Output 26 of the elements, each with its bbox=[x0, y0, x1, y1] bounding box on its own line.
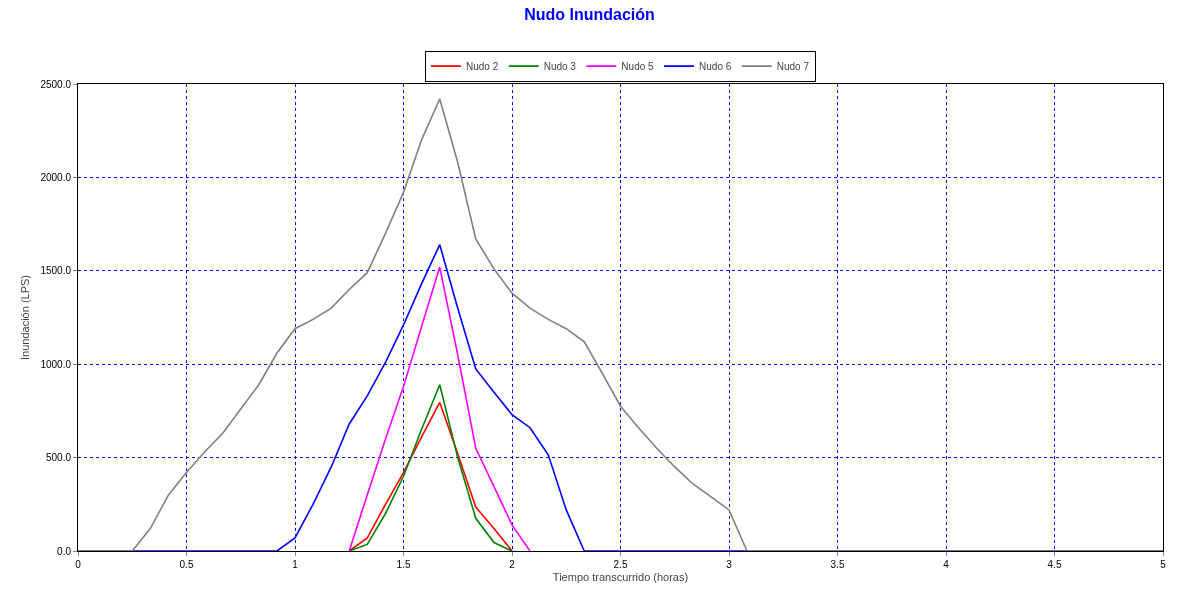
legend-label: Nudo 6 bbox=[699, 61, 732, 73]
x-tick-label: 2 bbox=[509, 559, 516, 570]
y-axis-title: Inundación (LPS) bbox=[19, 275, 32, 360]
y-tick-label: 2500.0 bbox=[40, 78, 72, 90]
legend-label: Nudo 7 bbox=[776, 61, 810, 73]
y-tick-label: 0.0 bbox=[57, 545, 72, 557]
legend-label: Nudo 3 bbox=[543, 61, 577, 73]
x-tick-label: 0.5 bbox=[179, 559, 194, 570]
x-tick-label: 5 bbox=[1160, 559, 1167, 570]
x-tick-label: 4 bbox=[943, 559, 950, 570]
x-tick-label: 3.5 bbox=[830, 559, 845, 570]
line-series bbox=[348, 266, 531, 551]
x-tick-label: 1.5 bbox=[396, 559, 411, 570]
y-tick-label: 1500.0 bbox=[40, 265, 72, 277]
y-tick-label: 1000.0 bbox=[40, 358, 72, 370]
x-tick-label: 4.5 bbox=[1047, 559, 1062, 570]
chart-title: Nudo Inundación bbox=[524, 6, 655, 24]
x-tick-label: 0 bbox=[75, 559, 82, 570]
x-tick-label: 1 bbox=[292, 559, 299, 570]
y-tick-label: 500.0 bbox=[45, 452, 72, 464]
x-tick-label: 3 bbox=[726, 559, 733, 570]
legend-label: Nudo 2 bbox=[466, 61, 499, 73]
x-axis-title: Tiempo transcurrido (horas) bbox=[552, 571, 689, 584]
legend-label: Nudo 5 bbox=[621, 61, 655, 73]
y-tick-label: 2000.0 bbox=[40, 171, 72, 183]
x-tick-label: 2.5 bbox=[613, 559, 628, 570]
